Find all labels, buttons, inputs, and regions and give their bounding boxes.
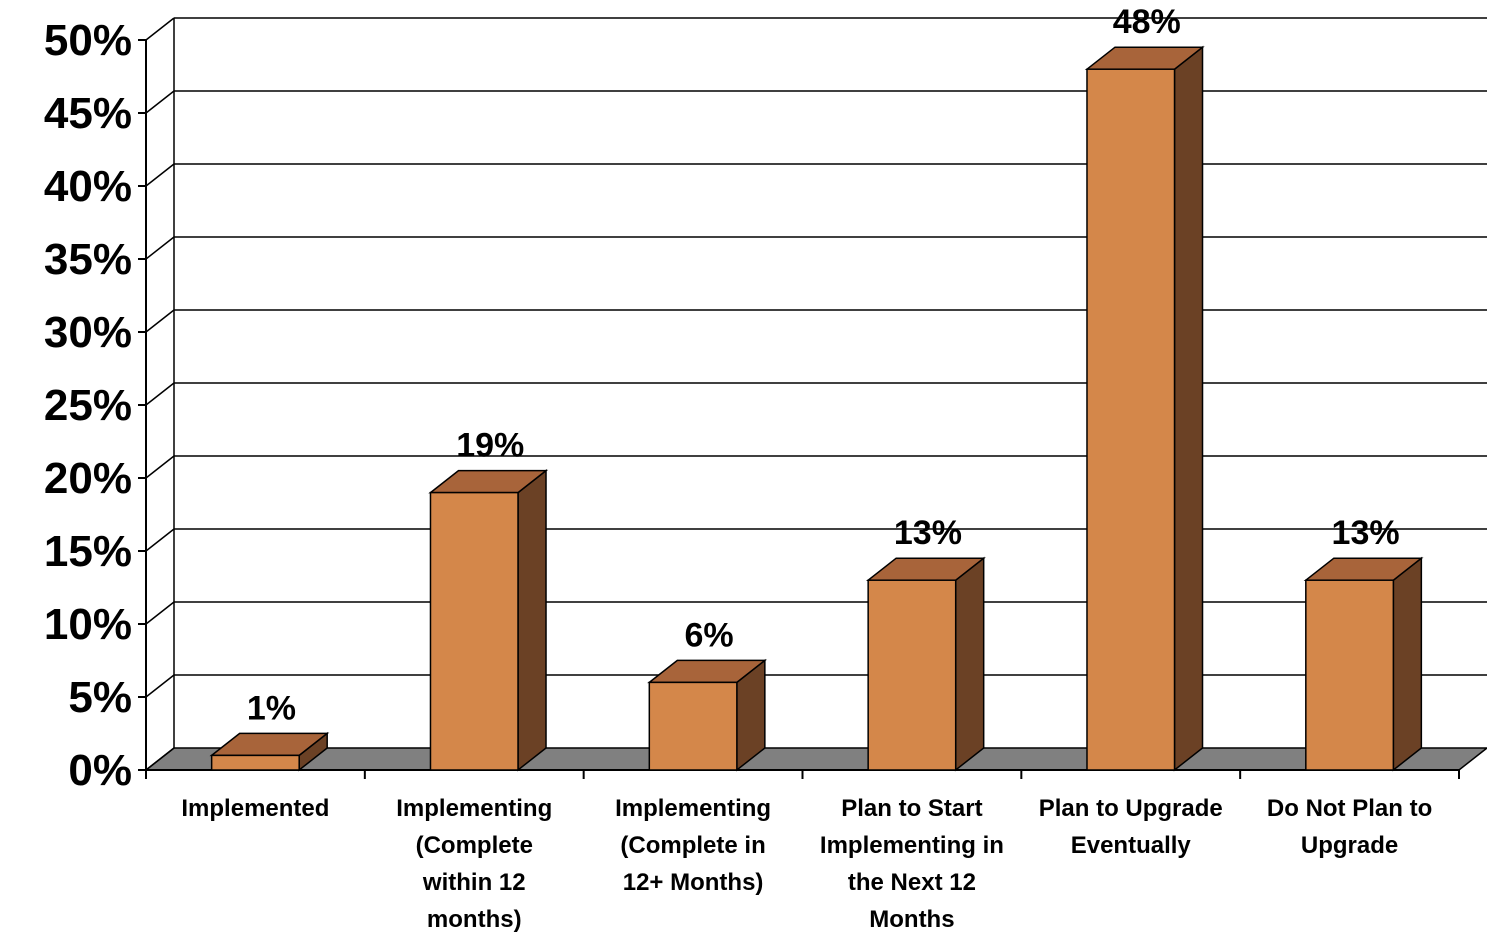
side-wall-gridline [145, 163, 175, 187]
x-tick-label: Plan to Start Implementing in the Next 12 M… [820, 795, 1004, 933]
x-tick-label-line: Plan to Upgrade [1039, 795, 1223, 822]
x-tick-label-line: Implementing [615, 795, 771, 822]
bar-group [428, 469, 549, 772]
bars [209, 45, 1424, 772]
x-tick-label-line: (Complete in [620, 832, 765, 859]
x-tick-label-line: Eventually [1071, 832, 1192, 859]
y-tick-label: 15% [44, 527, 132, 576]
y-tick-label: 20% [44, 454, 132, 503]
data-label: 6% [685, 616, 734, 654]
y-tick-label: 40% [44, 162, 132, 211]
x-tick-label-line: Implementing [396, 795, 552, 822]
bar-group [1303, 556, 1424, 772]
side-wall-gridline [145, 382, 175, 406]
y-tick-label: 30% [44, 308, 132, 357]
side-wall-gridline [145, 309, 175, 333]
y-tick-label: 10% [44, 600, 132, 649]
bar [1086, 68, 1176, 771]
axes [138, 18, 1460, 779]
bar [867, 579, 957, 771]
bar [1305, 579, 1395, 771]
data-label: 19% [456, 427, 524, 465]
bar-side [517, 469, 547, 772]
bar-side [1392, 556, 1423, 772]
x-tick-label: Do Not Plan to Upgrade [1267, 795, 1432, 859]
x-tick-label: Plan to Upgrade Eventually [1039, 795, 1223, 859]
bar [429, 491, 519, 771]
x-tick-label: Implemented [181, 795, 329, 822]
x-tick-label-line: Implementing in [820, 832, 1004, 859]
y-tick-label: 0% [68, 746, 132, 795]
y-tick-label: 35% [44, 235, 132, 284]
gridlines [143, 17, 1487, 771]
x-tick-label-line: (Complete [416, 832, 533, 859]
data-label: 1% [247, 689, 296, 727]
data-label: 13% [1332, 514, 1400, 552]
side-wall-gridline [145, 747, 175, 771]
x-tick-label-line: 12+ Months) [623, 869, 764, 896]
data-label: 48% [1113, 3, 1181, 41]
chart-floor [143, 747, 1487, 771]
x-tick-label-line: Months [869, 906, 954, 933]
side-wall-gridline [145, 528, 175, 552]
x-tick-label-line: Plan to Start [841, 795, 982, 822]
side-wall-gridline [145, 236, 175, 260]
x-tick-label-line: the Next 12 [848, 869, 976, 896]
bar [210, 754, 300, 771]
x-tick-label-line: months) [427, 906, 522, 933]
bar-group [1084, 45, 1205, 772]
bar-group [865, 556, 986, 772]
x-tick-label-line: Do Not Plan to [1267, 795, 1432, 822]
data-label: 13% [894, 514, 962, 552]
y-tick-label: 25% [44, 381, 132, 430]
x-tick-label-line: Upgrade [1301, 832, 1398, 859]
side-wall-gridline [145, 17, 175, 41]
x-tick-label-line: Implemented [181, 795, 329, 822]
bar [648, 681, 738, 771]
bar-side [1173, 45, 1204, 772]
side-wall-gridline [145, 601, 175, 625]
side-wall-gridline [145, 455, 175, 479]
side-wall-gridline [145, 90, 175, 114]
labels: 0% 5% 10% 15% 20% 25% 30% 35% 40% 45% 50% 1% 19% 6% 13… [44, 3, 1432, 933]
x-tick-label-line: within 12 [422, 869, 526, 896]
bar-group [647, 658, 768, 772]
y-tick-label: 50% [44, 16, 132, 65]
x-tick-label: Implementing (Complete in 12+ Months) [615, 795, 771, 896]
y-tick-label: 5% [68, 673, 132, 722]
y-tick-label: 45% [44, 89, 132, 138]
bar-group [209, 731, 330, 772]
side-wall-gridline [145, 674, 175, 698]
x-tick-label: Implementing (Complete within 12 months) [396, 795, 552, 933]
bar-side [954, 556, 985, 772]
